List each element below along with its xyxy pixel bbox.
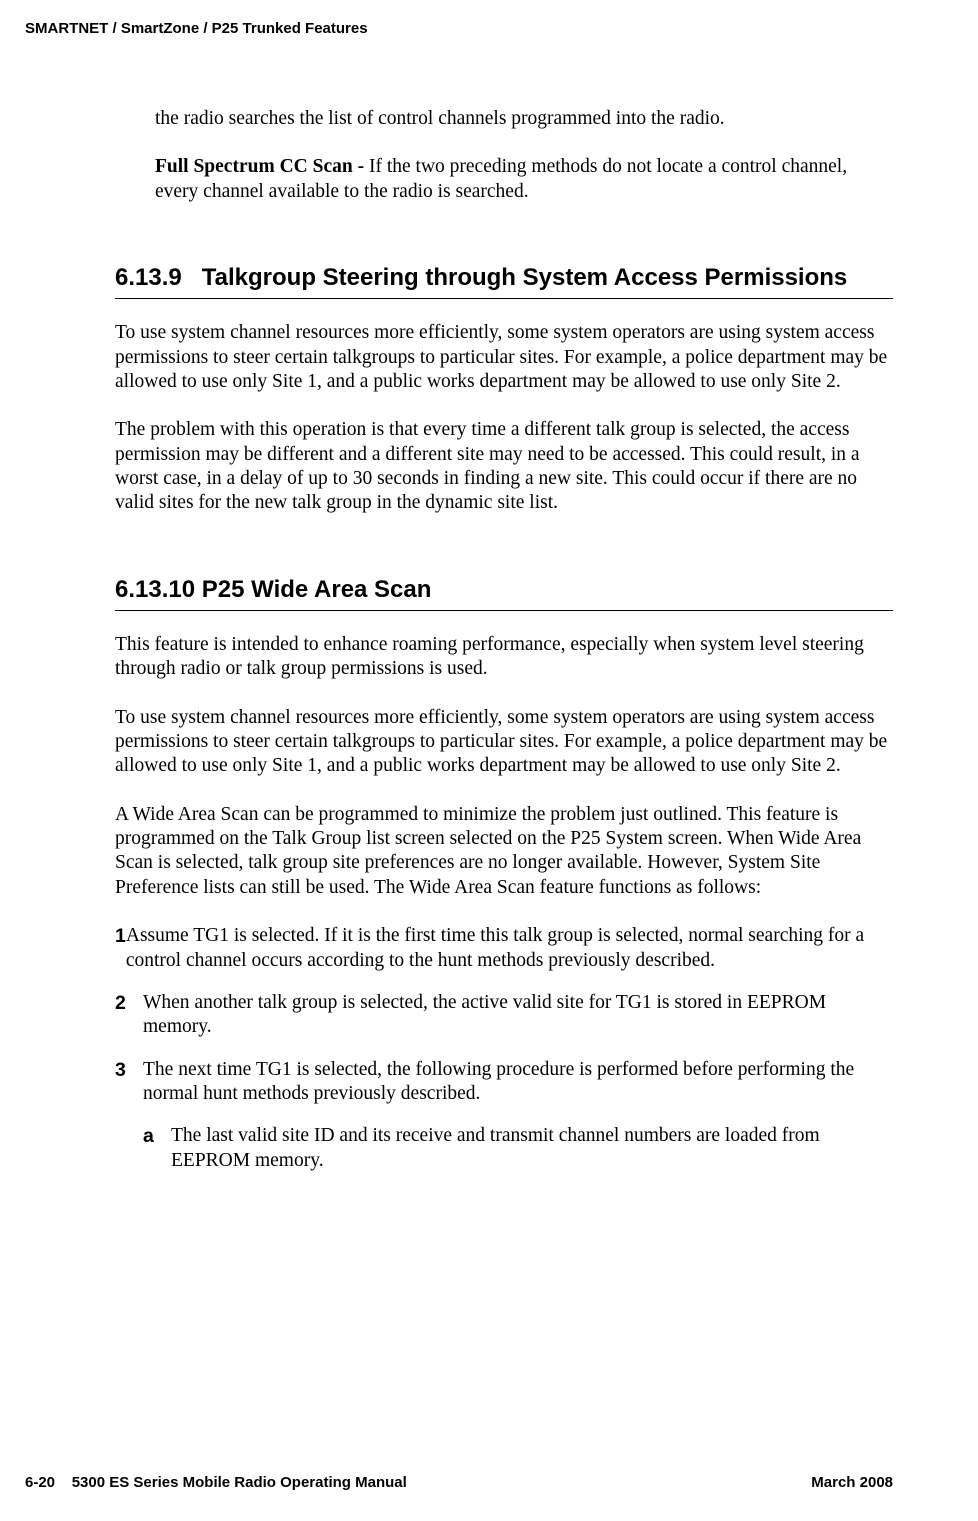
footer-right: March 2008 <box>811 1474 893 1491</box>
running-header: SMARTNET / SmartZone / P25 Trunked Featu… <box>25 20 893 37</box>
step-2-text: When another talk group is selected, the… <box>143 991 893 1040</box>
section-61310-p3: A Wide Area Scan can be programmed to mi… <box>115 803 893 901</box>
step-3: 3 The next time TG1 is selected, the fol… <box>115 1058 893 1107</box>
step-1: 1 Assume TG1 is selected. If it is the f… <box>115 924 893 973</box>
step-2-marker: 2 <box>115 991 143 1040</box>
substep-a-marker: a <box>143 1124 171 1173</box>
page: SMARTNET / SmartZone / P25 Trunked Featu… <box>0 0 978 1521</box>
substep-a: a The last valid site ID and its receive… <box>143 1124 893 1173</box>
section-61310-p2: To use system channel resources more eff… <box>115 706 893 779</box>
section-61310-title: P25 Wide Area Scan <box>202 576 432 603</box>
section-6139-heading: 6.13.9 Talkgroup Steering through System… <box>115 264 893 292</box>
step-1-text: Assume TG1 is selected. If it is the fir… <box>126 924 893 973</box>
section-61310-p1: This feature is intended to enhance roam… <box>115 633 893 682</box>
section-61310-number: 6.13.10 <box>115 576 195 603</box>
footer-page-number: 6-20 <box>25 1474 55 1491</box>
section-61310-heading: 6.13.10 P25 Wide Area Scan <box>115 576 893 604</box>
section-6139-title: Talkgroup Steering through System Access… <box>202 264 848 291</box>
steps-list: 1 Assume TG1 is selected. If it is the f… <box>115 924 893 1106</box>
substeps-list: a The last valid site ID and its receive… <box>143 1124 893 1173</box>
step-3-text: The next time TG1 is selected, the follo… <box>143 1058 893 1107</box>
section-6139-p1: To use system channel resources more eff… <box>115 321 893 394</box>
section-6139-p2: The problem with this operation is that … <box>115 418 893 516</box>
footer-left: 6-20 5300 ES Series Mobile Radio Operati… <box>25 1474 407 1491</box>
section-6139-number: 6.13.9 <box>115 264 182 291</box>
full-spectrum-bold: Full Spectrum CC Scan - <box>155 156 369 177</box>
step-3-marker: 3 <box>115 1058 143 1107</box>
section-61310-rule <box>115 610 893 611</box>
step-2: 2 When another talk group is selected, t… <box>115 991 893 1040</box>
page-footer: 6-20 5300 ES Series Mobile Radio Operati… <box>25 1474 893 1491</box>
footer-manual-title: 5300 ES Series Mobile Radio Operating Ma… <box>72 1474 407 1491</box>
step-1-marker: 1 <box>115 924 126 973</box>
intro-paragraph-1: the radio searches the list of control c… <box>155 107 893 131</box>
intro-paragraph-2: Full Spectrum CC Scan - If the two prece… <box>155 155 893 204</box>
substep-a-text: The last valid site ID and its receive a… <box>171 1124 893 1173</box>
section-6139-rule <box>115 298 893 299</box>
